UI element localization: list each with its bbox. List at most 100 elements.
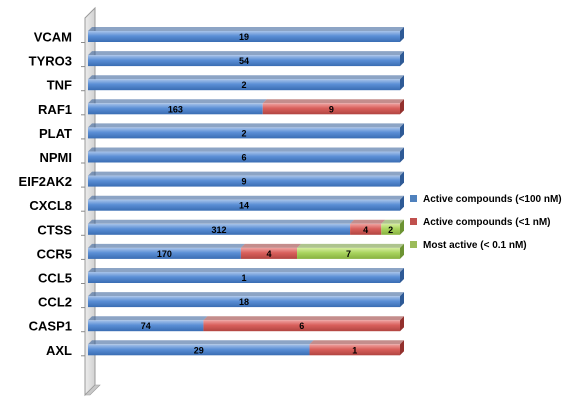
bar-end-cap — [400, 292, 404, 308]
bar-row-ctss: 312 4 2 — [88, 219, 404, 235]
legend-item-most-active-0-1-nm: Most active (< 0.1 nM) — [410, 240, 527, 251]
bar-top-face — [88, 292, 404, 297]
bar-vcam-active-compounds-100-nm — [88, 31, 400, 42]
legend-swatch — [410, 195, 417, 202]
category-label-ccl5: CCL5 — [38, 271, 72, 286]
legend-item-active-compounds-100-nm: Active compounds (<100 nM) — [410, 194, 562, 205]
bar-end-cap — [400, 316, 404, 332]
bar-npmi-active-compounds-100-nm — [88, 151, 400, 163]
bar-end-cap — [400, 27, 404, 42]
bar-top-face — [88, 51, 404, 56]
category-label-ctss: CTSS — [37, 222, 72, 237]
bar-row-ccr5: 170 4 7 — [88, 243, 404, 259]
category-label-vcam: VCAM — [34, 30, 72, 45]
data-label: 9 — [329, 104, 334, 114]
data-label: 18 — [239, 297, 249, 307]
legend-label: Most active (< 0.1 nM) — [423, 240, 527, 251]
bar-top-face — [88, 75, 404, 80]
category-label-axl: AXL — [46, 343, 72, 358]
bar-end-cap — [400, 243, 404, 259]
legend-swatch — [410, 241, 417, 248]
bar-end-cap — [400, 75, 404, 91]
bar-ccr5-active-compounds-1-nm — [240, 247, 298, 259]
data-label: 1 — [241, 273, 246, 283]
bar-top-face — [88, 243, 245, 248]
data-label: 7 — [346, 249, 351, 259]
data-label: 19 — [239, 32, 249, 42]
bar-row-cxcl8: 14 — [88, 195, 404, 211]
bar-top-face — [88, 171, 404, 176]
bar-top-face — [88, 99, 267, 104]
bar-ccl5-active-compounds-100-nm — [88, 272, 400, 283]
bar-ccl2-active-compounds-100-nm — [88, 296, 400, 308]
bar-row-raf1: 163 9 — [88, 99, 404, 115]
category-label-npmi: NPMI — [40, 150, 73, 165]
bar-ctss-active-compounds-1-nm — [350, 223, 382, 235]
bar-tyro3-active-compounds-100-nm — [88, 55, 400, 67]
bar-top-face — [381, 219, 404, 224]
data-label: 1 — [352, 345, 357, 355]
bar-row-tnf: 2 — [88, 75, 404, 91]
bar-axl-active-compounds-100-nm — [88, 344, 310, 356]
category-label-plat: PLAT — [39, 126, 72, 141]
bar-row-axl: 29 1 — [88, 340, 404, 356]
data-label: 74 — [141, 321, 151, 331]
bar-end-cap — [400, 99, 404, 115]
bar-row-casp1: 74 6 — [88, 316, 404, 332]
bar-top-face — [88, 27, 404, 31]
bar-top-face — [309, 340, 404, 345]
bar-row-ccl5: 1 — [88, 268, 404, 283]
category-label-tnf: TNF — [47, 78, 72, 93]
category-labels: VCAM TYRO3 TNF RAF1 PLAT NPMI EIF2AK2 CXCL8 CTSS… — [19, 30, 73, 358]
data-label: 9 — [241, 177, 246, 187]
data-label: 4 — [266, 249, 271, 259]
category-label-cxcl8: CXCL8 — [29, 198, 72, 213]
category-label-ccl2: CCL2 — [38, 295, 72, 310]
bar-top-face — [88, 195, 404, 200]
category-label-raf1: RAF1 — [38, 102, 72, 117]
data-label: 170 — [157, 249, 172, 259]
data-label: 2 — [241, 128, 246, 138]
category-label-ccr5: CCR5 — [37, 246, 72, 261]
data-label: 2 — [241, 80, 246, 90]
bar-top-face — [262, 99, 404, 104]
bar-top-face — [88, 316, 208, 321]
data-label: 54 — [239, 56, 249, 66]
data-label: 312 — [212, 225, 227, 235]
data-label: 29 — [194, 345, 204, 355]
legend-label: Active compounds (<100 nM) — [423, 194, 562, 205]
bar-top-face — [88, 123, 404, 128]
bar-row-vcam: 19 — [88, 27, 404, 42]
bar-ctss-most-active-0-1-nm — [381, 223, 400, 235]
bar-top-face — [240, 243, 302, 248]
data-label: 6 — [299, 321, 304, 331]
legend-swatch — [410, 218, 417, 225]
bar-plat-active-compounds-100-nm — [88, 127, 400, 139]
bar-top-face — [88, 268, 404, 272]
bar-top-face — [297, 243, 404, 248]
bar-ccr5-active-compounds-100-nm — [88, 247, 241, 259]
legend-item-active-compounds-1-nm: Active compounds (<1 nM) — [410, 217, 551, 228]
bar-eif2ak2-active-compounds-100-nm — [88, 175, 400, 187]
bar-top-face — [88, 219, 355, 224]
bar-tnf-active-compounds-100-nm — [88, 79, 400, 91]
category-label-tyro3: TYRO3 — [29, 54, 72, 69]
data-label: 2 — [388, 225, 393, 235]
bar-raf1-active-compounds-1-nm — [262, 103, 400, 115]
bar-top-face — [203, 316, 404, 321]
data-label: 6 — [241, 153, 246, 163]
bar-row-ccl2: 18 — [88, 292, 404, 308]
bar-ctss-active-compounds-100-nm — [88, 223, 351, 235]
legend: Active compounds (<100 nM) Active compoun… — [410, 194, 562, 251]
bar-row-tyro3: 54 — [88, 51, 404, 67]
bar-casp1-active-compounds-1-nm — [203, 320, 400, 332]
bar-row-eif2ak2: 9 — [88, 171, 404, 187]
data-label: 163 — [168, 104, 183, 114]
data-label: 14 — [239, 201, 249, 211]
bar-end-cap — [400, 195, 404, 211]
bar-end-cap — [400, 219, 404, 235]
bar-top-face — [350, 219, 386, 224]
bar-end-cap — [400, 340, 404, 356]
